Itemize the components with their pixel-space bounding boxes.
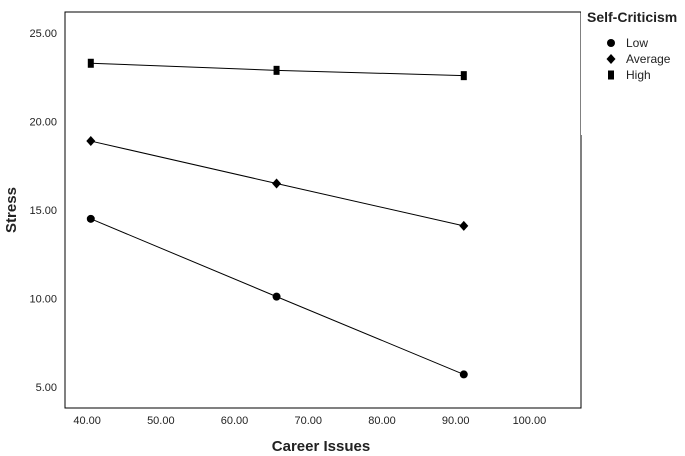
y-axis-ticks: 5.00 10.00 15.00 20.00 25.00 — [29, 28, 57, 394]
x-axis-ticks: 40.00 50.00 60.00 70.00 80.00 90.00 100.00 — [73, 415, 546, 427]
y-tick-label: 25.00 — [29, 28, 57, 40]
series-markers — [86, 58, 469, 379]
x-tick-label: 90.00 — [442, 415, 470, 427]
legend-label-average: Average — [626, 52, 671, 66]
legend-marker-average — [606, 54, 616, 64]
x-axis-title: Career Issues — [272, 438, 370, 455]
y-axis-title: Stress — [3, 187, 20, 233]
data-point-low — [459, 370, 468, 379]
data-point-high — [273, 65, 280, 75]
x-tick-label: 60.00 — [221, 415, 249, 427]
y-tick-label: 5.00 — [36, 382, 57, 394]
x-tick-label: 100.00 — [513, 415, 547, 427]
legend-label-high: High — [626, 68, 651, 82]
series-lines — [90, 62, 464, 375]
y-tick-label: 10.00 — [29, 293, 57, 305]
data-point-average — [272, 178, 282, 189]
data-point-low — [86, 214, 95, 223]
legend-area — [581, 0, 685, 135]
x-tick-label: 50.00 — [147, 415, 175, 427]
legend-title: Self-Criticism — [587, 9, 677, 25]
legend-marker-high — [608, 70, 614, 80]
plot-frame — [64, 11, 582, 409]
legend-items: Low Average High — [606, 36, 671, 82]
x-tick-label: 80.00 — [368, 415, 396, 427]
x-tick-label: 40.00 — [73, 415, 101, 427]
data-point-high — [460, 71, 467, 81]
legend-marker-low — [607, 39, 615, 47]
x-tick-label: 70.00 — [294, 415, 322, 427]
data-point-average — [86, 136, 96, 147]
y-tick-label: 15.00 — [29, 205, 57, 217]
data-point-average — [459, 220, 469, 231]
data-point-low — [272, 292, 281, 301]
y-tick-label: 20.00 — [29, 117, 57, 129]
legend-label-low: Low — [626, 36, 648, 50]
data-point-high — [87, 58, 94, 68]
